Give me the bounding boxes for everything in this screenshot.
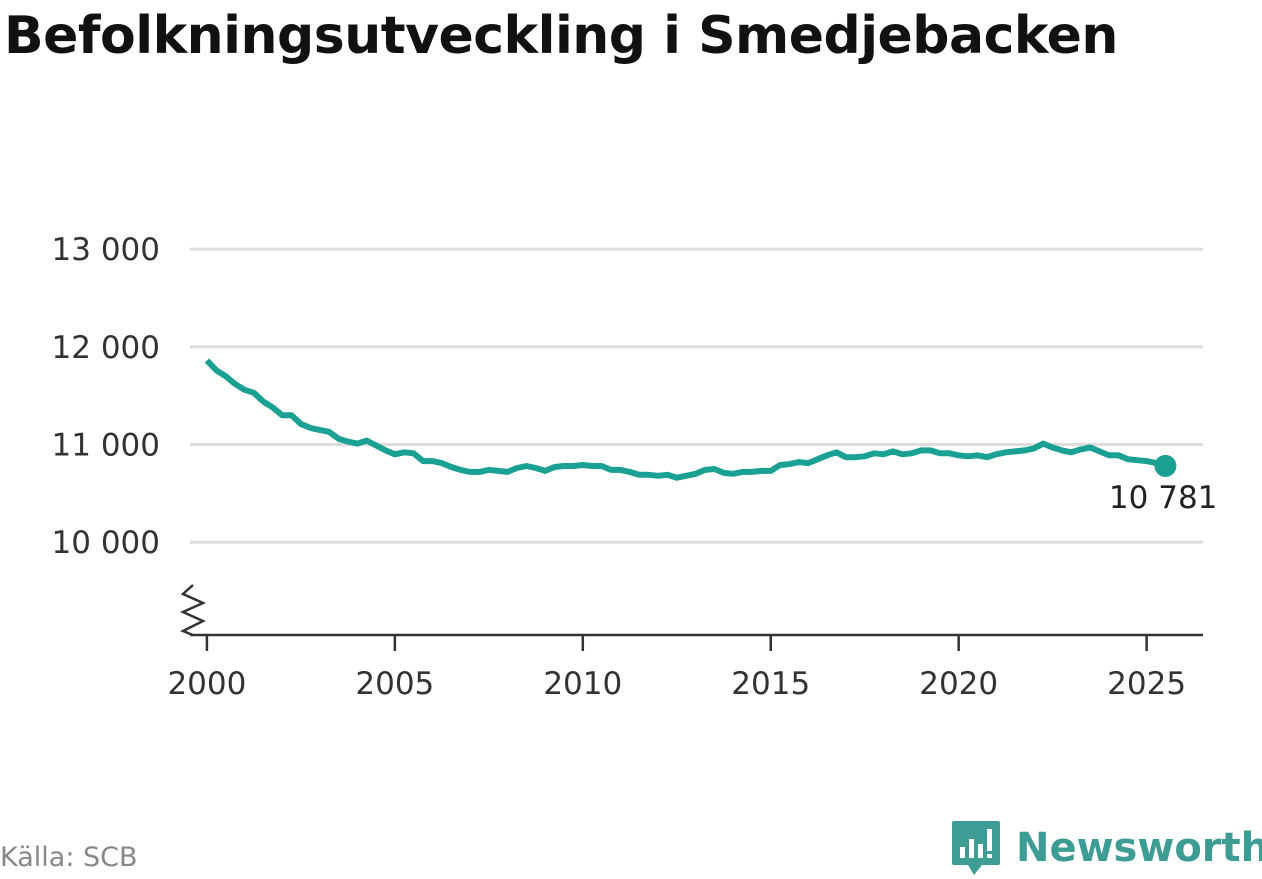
- x-axis-tick-labels: 2000 2005 2010 2015 2020 2025: [167, 666, 1186, 702]
- source-note: Källa: SCB: [0, 842, 138, 873]
- x-tick-label: 2005: [355, 666, 434, 702]
- gridlines: [190, 247, 1203, 544]
- y-tick-label: 10 000: [52, 525, 160, 561]
- axis-break-icon: [179, 584, 207, 637]
- y-tick-label: 11 000: [52, 428, 160, 464]
- x-tick-label: 2000: [167, 666, 246, 702]
- axis-break-mark: [179, 584, 207, 637]
- chart-title: Befolkningsutveckling i Smedjebacken: [4, 6, 1118, 66]
- x-axis: [190, 633, 1203, 651]
- brand-logo: Newsworthy: [950, 818, 1262, 878]
- x-tick-label: 2010: [543, 666, 622, 702]
- end-marker: [1154, 454, 1177, 477]
- x-tick-label: 2015: [731, 666, 810, 702]
- line-chart: 10 000 11 000 12 000 13 000 2000 2005 2010 201…: [52, 232, 1218, 702]
- y-axis-tick-labels: 10 000 11 000 12 000 13 000: [52, 232, 160, 561]
- end-point: [1154, 454, 1177, 477]
- newsworthy-logo-icon: [952, 821, 1000, 875]
- y-tick-label: 13 000: [52, 232, 160, 268]
- y-tick-label: 12 000: [52, 330, 160, 366]
- x-tick-label: 2025: [1107, 666, 1186, 702]
- series-line: [204, 358, 1167, 481]
- brand-name: Newsworthy: [1016, 825, 1262, 871]
- end-value-label: 10 781: [1109, 480, 1217, 516]
- x-tick-label: 2020: [919, 666, 998, 702]
- population-line: [204, 358, 1167, 481]
